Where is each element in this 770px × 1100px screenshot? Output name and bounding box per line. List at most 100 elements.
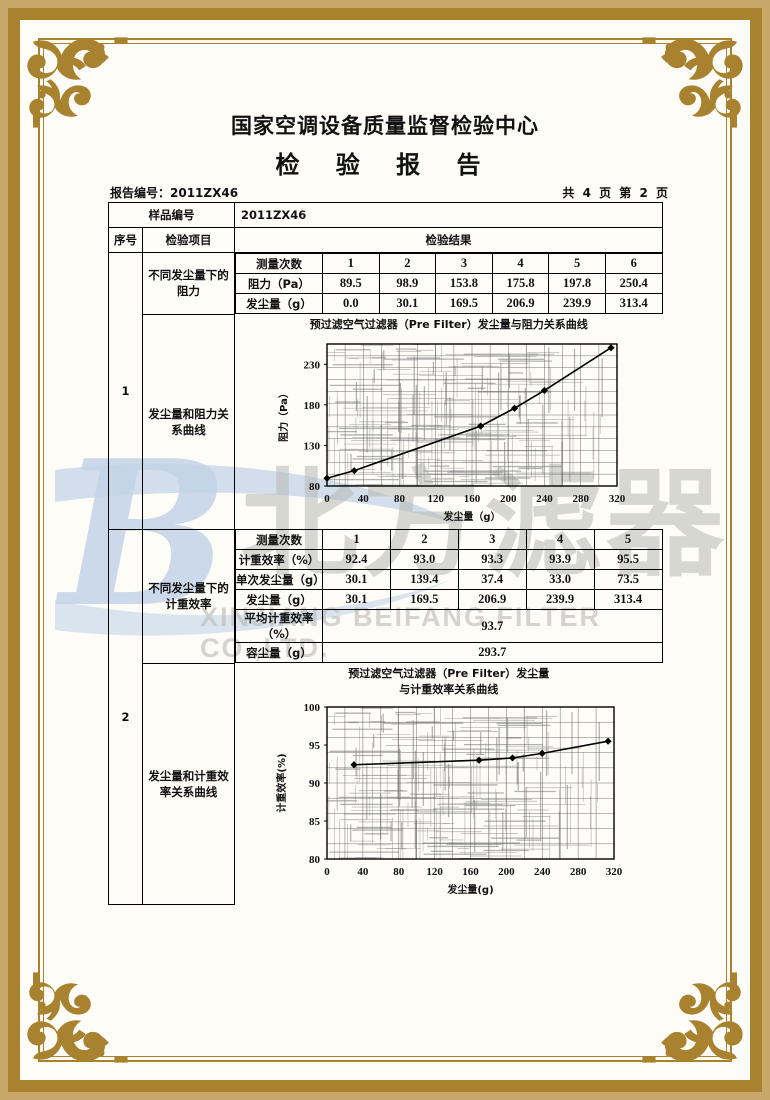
cell: 206.9 [457, 589, 527, 610]
svg-text:计重效率(%): 计重效率(%) [275, 753, 288, 812]
row-label-resistance: 阻力（Pa） [235, 273, 323, 294]
section1-item-curve: 发尘量和阻力关系曲线 [142, 313, 235, 530]
row-label-single-dust: 单次发尘量（g） [235, 569, 325, 590]
chart-2-title-line1: 预过滤空气过滤器（Pre Filter）发尘量 [348, 667, 550, 680]
section1-seq: 1 [108, 252, 143, 530]
cell: 1 [322, 529, 391, 550]
section2-item-efficiency: 不同发尘量下的计重效率 [142, 528, 235, 664]
svg-text:85: 85 [309, 816, 321, 828]
chart-1-cell: 预过滤空气过滤器（Pre Filter）发尘量与阻力关系曲线 80 130 180 2… [235, 314, 663, 529]
frame-border-inner [43, 43, 727, 1057]
row-label-count: 测量次数 [235, 253, 323, 274]
svg-text:160: 160 [462, 866, 479, 878]
header-result: 检验结果 [234, 227, 663, 253]
svg-text:240: 240 [536, 493, 553, 505]
report-number: 报告编号：2011ZX46 [110, 186, 239, 200]
chart-2-plot: 80 85 90 95 100 0 40 80 120 160 200 240 280 320 发尘量(g)… [275, 702, 623, 896]
cell: 1 [322, 253, 380, 274]
table-row-s1-chart: 发尘量和阻力关系曲线 预过滤空气过滤器（Pre Filter）发尘量与阻力关系曲… [109, 313, 663, 530]
table-row: 计重效率（%） 92.4 93.0 93.3 93.9 95.5 [235, 549, 663, 570]
cell: 4 [491, 253, 550, 274]
svg-text:80: 80 [394, 493, 406, 505]
section1-data-grid: 测量次数 1 2 3 4 5 6 阻力（Pa） 89.5 98.9 153.8 … [235, 253, 663, 314]
svg-text:320: 320 [606, 866, 623, 878]
svg-text:200: 200 [500, 493, 517, 505]
cell: 206.9 [491, 293, 550, 314]
cell: 139.4 [389, 569, 459, 590]
chart-2-cell: 预过滤空气过滤器（Pre Filter）发尘量 与计重效率关系曲线 80 85 90… [235, 663, 663, 904]
table-row-s1-data: 1 不同发尘量下的阻力 测量次数 1 2 3 4 5 6 阻力（Pa） [108, 252, 663, 530]
cell: 239.9 [548, 293, 606, 314]
row-label-count: 测量次数 [235, 529, 323, 550]
cell: 3 [435, 253, 493, 274]
section2-data-grid: 测量次数 1 2 3 4 5 计重效率（%） 92.4 93.0 93.3 93… [235, 529, 663, 663]
cell: 169.5 [389, 589, 459, 610]
cell: 313.4 [593, 589, 663, 610]
cell: 175.8 [491, 273, 550, 294]
svg-text:90: 90 [309, 778, 321, 790]
cell: 2 [378, 253, 437, 274]
svg-text:0: 0 [324, 866, 330, 878]
svg-text:120: 120 [426, 866, 443, 878]
svg-text:100: 100 [303, 702, 320, 714]
cell: 89.5 [322, 273, 380, 294]
svg-text:80: 80 [309, 481, 321, 493]
section2-seq: 2 [108, 528, 143, 905]
cell: 4 [525, 529, 595, 550]
chart-2-title-line2: 与计重效率关系曲线 [399, 683, 499, 696]
table-row: 测量次数 1 2 3 4 5 6 [235, 253, 663, 274]
row-label-dust: 发尘量（g） [235, 293, 323, 314]
svg-text:发尘量(g): 发尘量(g) [446, 883, 493, 896]
cell: 33.0 [525, 569, 595, 590]
cell-dust-capacity: 293.7 [322, 642, 663, 663]
table-row: 发尘量（g） 0.0 30.1 169.5 206.9 239.9 313.4 [235, 293, 663, 314]
svg-text:130: 130 [303, 440, 320, 452]
cell: 313.4 [604, 293, 663, 314]
svg-text:80: 80 [393, 866, 405, 878]
svg-text:320: 320 [609, 493, 626, 505]
cell: 93.9 [525, 549, 595, 570]
svg-text:280: 280 [570, 866, 587, 878]
table-row: 发尘量（g） 30.1 169.5 206.9 239.9 313.4 [235, 589, 663, 610]
svg-text:280: 280 [572, 493, 589, 505]
cell: 98.9 [378, 273, 437, 294]
table-row: 容尘量（g） 293.7 [235, 642, 663, 663]
svg-text:0: 0 [324, 493, 330, 505]
svg-text:230: 230 [303, 359, 320, 371]
inspection-table: 样品编号 2011ZX46 序号 检验项目 检验结果 1 不同发尘量下的阻力 测… [108, 202, 663, 905]
cell: 3 [457, 529, 527, 550]
cell: 37.4 [457, 569, 527, 590]
svg-text:120: 120 [427, 493, 444, 505]
row-label-dust: 发尘量（g） [235, 589, 323, 610]
chart-1-plot: 80 130 180 230 0 40 80 120 160 200 240 280 320 发尘量（g）… [277, 343, 626, 523]
cell: 95.5 [593, 549, 663, 570]
svg-text:95: 95 [309, 740, 321, 752]
section2-item-curve: 发尘量和计重效率关系曲线 [142, 662, 235, 905]
chart-efficiency: 预过滤空气过滤器（Pre Filter）发尘量 与计重效率关系曲线 80 85 90… [235, 663, 663, 904]
cell: 93.0 [389, 549, 459, 570]
cell: 30.1 [378, 293, 437, 314]
svg-text:160: 160 [464, 493, 481, 505]
sample-label: 样品编号 [108, 202, 235, 228]
page-number: 共 4 页 第 2 页 [562, 186, 670, 200]
table-row: 阻力（Pa） 89.5 98.9 153.8 175.8 197.8 250.4 [235, 273, 663, 294]
svg-text:40: 40 [358, 493, 370, 505]
frame-border-outer [38, 38, 732, 1062]
cell: 250.4 [604, 273, 663, 294]
cell: 6 [604, 253, 663, 274]
sample-value: 2011ZX46 [234, 202, 663, 228]
row-label-avg-efficiency: 平均计重效率（%） [235, 609, 323, 643]
table-row: 单次发尘量（g） 30.1 139.4 37.4 33.0 73.5 [235, 569, 663, 590]
cell: 73.5 [593, 569, 663, 590]
table-row-headers: 序号 检验项目 检验结果 [108, 227, 663, 253]
row-label-dust-capacity: 容尘量（g） [235, 642, 323, 663]
cell: 92.4 [322, 549, 391, 570]
svg-text:200: 200 [498, 866, 515, 878]
table-row-sample: 样品编号 2011ZX46 [108, 202, 663, 228]
cell: 2 [389, 529, 459, 550]
header-item: 检验项目 [142, 227, 235, 253]
organization-title: 国家空调设备质量监督检验中心 [231, 114, 539, 138]
cell: 197.8 [548, 273, 606, 294]
svg-text:阻力（Pa）: 阻力（Pa） [277, 388, 290, 442]
